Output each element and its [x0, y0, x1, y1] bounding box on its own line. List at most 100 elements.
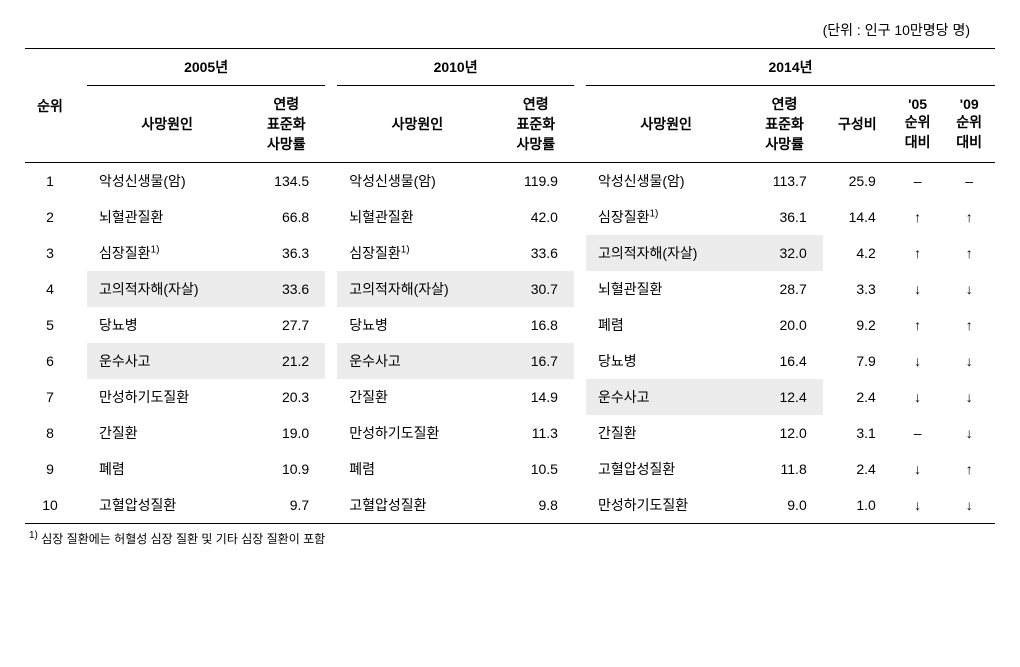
vs05-arrow: ↓ [892, 451, 944, 487]
table-row: 9폐렴10.9폐렴10.5고혈압성질환11.82.4↓↑ [25, 451, 995, 487]
rate-2014: 11.8 [746, 451, 822, 487]
vs09-arrow: ↑ [943, 307, 995, 343]
cause-2010: 심장질환1) [337, 235, 497, 271]
footnote-text: 심장 질환에는 허혈성 심장 질환 및 기타 심장 질환이 포함 [38, 532, 325, 546]
rate-2005: 19.0 [247, 415, 325, 451]
cause-2014: 뇌혈관질환 [586, 271, 746, 307]
vs09-arrow: ↓ [943, 343, 995, 379]
ratio-2014: 2.4 [823, 451, 892, 487]
header-cause-2005: 사망원인 [87, 86, 247, 163]
rate-2014: 20.0 [746, 307, 822, 343]
vs05-arrow: – [892, 163, 944, 200]
cause-2005: 악성신생물(암) [87, 163, 247, 200]
rate-2014: 16.4 [746, 343, 822, 379]
footnote-row: 1) 심장 질환에는 허혈성 심장 질환 및 기타 심장 질환이 포함 [25, 524, 995, 556]
rate-2005: 21.2 [247, 343, 325, 379]
rate-2010: 9.8 [498, 487, 574, 524]
vs09-arrow: ↑ [943, 451, 995, 487]
rate-2010: 14.9 [498, 379, 574, 415]
vs05-arrow: ↓ [892, 343, 944, 379]
ratio-2014: 2.4 [823, 379, 892, 415]
vs05-arrow: ↑ [892, 307, 944, 343]
vs09-arrow: ↑ [943, 199, 995, 235]
cause-2014: 고혈압성질환 [586, 451, 746, 487]
cause-2005: 운수사고 [87, 343, 247, 379]
rate-2014: 9.0 [746, 487, 822, 524]
cause-2014: 폐렴 [586, 307, 746, 343]
header-rank: 순위 [25, 49, 75, 163]
cause-2010: 고의적자해(자살) [337, 271, 497, 307]
rate-2014: 12.0 [746, 415, 822, 451]
vs05-arrow: ↓ [892, 487, 944, 524]
rate-2010: 16.7 [498, 343, 574, 379]
table-row: 6운수사고21.2운수사고16.7당뇨병16.47.9↓↓ [25, 343, 995, 379]
rate-2005: 36.3 [247, 235, 325, 271]
cause-2005: 심장질환1) [87, 235, 247, 271]
rate-2005: 10.9 [247, 451, 325, 487]
rank-cell: 10 [25, 487, 75, 524]
header-ratio-2014: 구성비 [823, 86, 892, 163]
footnote-sup: 1) [29, 530, 38, 541]
rank-cell: 8 [25, 415, 75, 451]
rate-2010: 119.9 [498, 163, 574, 200]
rate-2014: 113.7 [746, 163, 822, 200]
rank-cell: 1 [25, 163, 75, 200]
cause-2005: 고혈압성질환 [87, 487, 247, 524]
cause-2014: 당뇨병 [586, 343, 746, 379]
table-row: 5당뇨병27.7당뇨병16.8폐렴20.09.2↑↑ [25, 307, 995, 343]
cause-2005: 뇌혈관질환 [87, 199, 247, 235]
header-cause-2014: 사망원인 [586, 86, 746, 163]
rate-2010: 30.7 [498, 271, 574, 307]
rate-2010: 10.5 [498, 451, 574, 487]
table-row: 8간질환19.0만성하기도질환11.3간질환12.03.1–↓ [25, 415, 995, 451]
rank-cell: 6 [25, 343, 75, 379]
cause-2010: 고혈압성질환 [337, 487, 497, 524]
rank-cell: 9 [25, 451, 75, 487]
header-cause-2010: 사망원인 [337, 86, 497, 163]
cause-2010: 만성하기도질환 [337, 415, 497, 451]
vs05-arrow: ↑ [892, 199, 944, 235]
cause-2005: 간질환 [87, 415, 247, 451]
rank-cell: 7 [25, 379, 75, 415]
cause-2005: 만성하기도질환 [87, 379, 247, 415]
rate-2010: 33.6 [498, 235, 574, 271]
vs09-arrow: ↓ [943, 415, 995, 451]
rate-2014: 32.0 [746, 235, 822, 271]
ratio-2014: 14.4 [823, 199, 892, 235]
table-row: 2뇌혈관질환66.8뇌혈관질환42.0심장질환1)36.114.4↑↑ [25, 199, 995, 235]
rate-2010: 11.3 [498, 415, 574, 451]
vs09-arrow: ↓ [943, 487, 995, 524]
vs09-arrow: ↑ [943, 235, 995, 271]
rate-2005: 33.6 [247, 271, 325, 307]
rate-2014: 12.4 [746, 379, 822, 415]
table-row: 1악성신생물(암)134.5악성신생물(암)119.9악성신생물(암)113.7… [25, 163, 995, 200]
vs05-arrow: ↓ [892, 379, 944, 415]
ratio-2014: 3.1 [823, 415, 892, 451]
rate-2005: 134.5 [247, 163, 325, 200]
rate-2014: 36.1 [746, 199, 822, 235]
table-row: 10고혈압성질환9.7고혈압성질환9.8만성하기도질환9.01.0↓↓ [25, 487, 995, 524]
vs05-arrow: – [892, 415, 944, 451]
cause-2014: 악성신생물(암) [586, 163, 746, 200]
rate-2010: 16.8 [498, 307, 574, 343]
vs05-arrow: ↑ [892, 235, 944, 271]
rate-2005: 9.7 [247, 487, 325, 524]
cause-2014: 만성하기도질환 [586, 487, 746, 524]
rate-2005: 20.3 [247, 379, 325, 415]
cause-2010: 당뇨병 [337, 307, 497, 343]
cause-2005: 폐렴 [87, 451, 247, 487]
table-row: 7만성하기도질환20.3간질환14.9운수사고12.42.4↓↓ [25, 379, 995, 415]
header-rate-2014: 연령 표준화 사망률 [746, 86, 822, 163]
ratio-2014: 7.9 [823, 343, 892, 379]
header-year-2005: 2005년 [87, 49, 325, 86]
vs05-arrow: ↓ [892, 271, 944, 307]
cause-2010: 간질환 [337, 379, 497, 415]
vs09-arrow: ↓ [943, 271, 995, 307]
table-row: 3심장질환1)36.3심장질환1)33.6고의적자해(자살)32.04.2↑↑ [25, 235, 995, 271]
table-row: 4고의적자해(자살)33.6고의적자해(자살)30.7뇌혈관질환28.73.3↓… [25, 271, 995, 307]
cause-2005: 고의적자해(자살) [87, 271, 247, 307]
header-rate-2005: 연령 표준화 사망률 [247, 86, 325, 163]
rate-2005: 66.8 [247, 199, 325, 235]
cause-2010: 폐렴 [337, 451, 497, 487]
header-row-year: 순위 2005년 2010년 2014년 [25, 49, 995, 86]
